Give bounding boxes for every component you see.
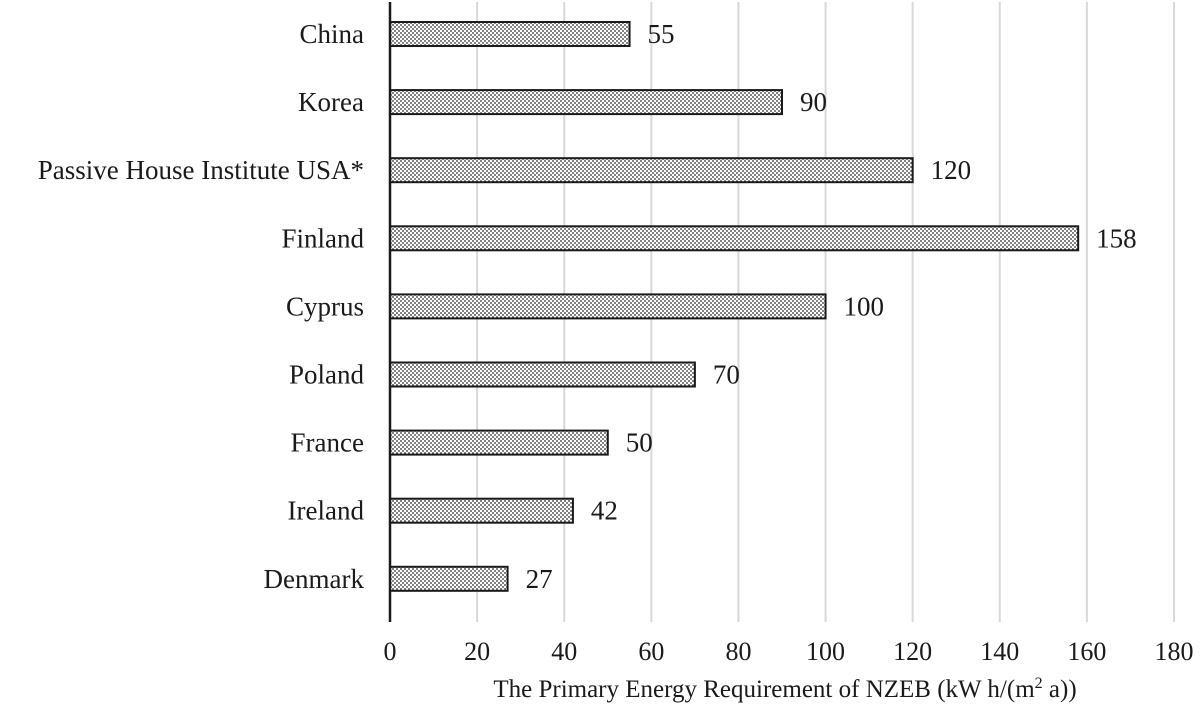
category-label: Passive House Institute USA* [38, 155, 364, 185]
x-axis-title: The Primary Energy Requirement of NZEB (… [493, 675, 1076, 703]
data-label: 90 [800, 87, 827, 117]
bar [389, 565, 509, 592]
x-tick-label: 40 [551, 637, 577, 666]
data-labels: 55 90 120 158 100 70 50 42 27 [526, 19, 1137, 594]
x-tick-label: 0 [384, 637, 397, 666]
x-tick-label: 60 [638, 637, 664, 666]
bar [389, 157, 914, 184]
category-labels: China Korea Passive House Institute USA* Fi… [38, 19, 365, 594]
category-label: Poland [289, 360, 365, 390]
data-label: 70 [713, 360, 740, 390]
bar [389, 429, 609, 456]
category-label: Ireland [288, 496, 365, 526]
x-tick-label: 120 [893, 637, 932, 666]
bar [389, 293, 827, 320]
data-label: 100 [844, 291, 885, 321]
bars [389, 21, 1080, 592]
x-tick-label: 80 [725, 637, 751, 666]
bar [389, 497, 574, 524]
category-label: China [300, 19, 365, 49]
x-tick-label: 140 [980, 637, 1019, 666]
x-tick-label: 180 [1155, 637, 1194, 666]
category-label: Korea [298, 87, 364, 117]
bar [389, 225, 1080, 252]
x-tick-label: 100 [806, 637, 845, 666]
category-label: France [291, 428, 364, 458]
data-label: 55 [648, 19, 675, 49]
data-label: 120 [931, 155, 972, 185]
category-label: Finland [281, 223, 364, 253]
x-tick-labels: 0 20 40 60 80 100 120 140 160 180 [384, 637, 1194, 666]
bar [389, 89, 783, 116]
data-label: 42 [591, 496, 618, 526]
x-tick-label: 20 [464, 637, 490, 666]
bar [389, 21, 631, 47]
bar [389, 361, 696, 388]
category-label: Cyprus [286, 291, 364, 321]
data-label: 50 [626, 428, 653, 458]
x-tick-label: 160 [1067, 637, 1106, 666]
data-label: 158 [1096, 223, 1137, 253]
data-label: 27 [526, 564, 553, 594]
category-label: Denmark [264, 564, 365, 594]
